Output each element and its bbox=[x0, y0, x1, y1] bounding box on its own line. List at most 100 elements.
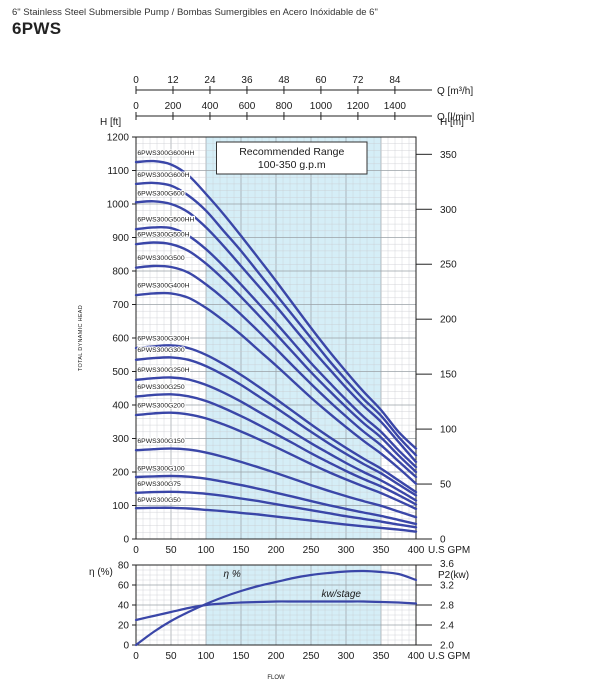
curve-6pws300g150 bbox=[134, 447, 418, 519]
y-tick-label: 1000 bbox=[107, 200, 130, 211]
y-tick-label: 200 bbox=[112, 468, 129, 479]
efficiency-x-tick-label: 350 bbox=[373, 651, 390, 662]
recommended-range-title: Recommended Range bbox=[239, 146, 344, 158]
flow-label: FLOW bbox=[267, 675, 285, 681]
efficiency-x-tick-label: 250 bbox=[303, 651, 320, 662]
curve-6pws300g500hh bbox=[134, 225, 418, 469]
y-tick-label: 500 bbox=[112, 367, 129, 378]
curve-label: 6PWS300G200 bbox=[137, 402, 184, 409]
x-tick-label: 150 bbox=[233, 545, 250, 556]
recommended-range-box bbox=[216, 141, 368, 175]
model-title: 6PWS bbox=[12, 19, 62, 38]
tick-label: 12 bbox=[167, 75, 179, 86]
recommended-range-value: 100-350 g.p.m bbox=[258, 159, 326, 171]
y-tick-label: 1200 bbox=[107, 133, 130, 144]
x-tick-label: 400 bbox=[408, 545, 425, 556]
tick-label: 1200 bbox=[347, 101, 370, 112]
curve-6pws300g500 bbox=[134, 264, 418, 479]
power-y-tick-label: 2.0 bbox=[440, 641, 454, 652]
efficiency-curve bbox=[134, 569, 418, 647]
efficiency-y-axis-label: η (%) bbox=[89, 567, 113, 578]
curve-label: 6PWS300G300H bbox=[137, 335, 189, 342]
efficiency-y-tick-label: 0 bbox=[123, 641, 129, 652]
y2-tick-label: 100 bbox=[440, 425, 457, 436]
tick-label: 400 bbox=[202, 101, 219, 112]
curve-label: 6PWS300G500HH bbox=[137, 216, 194, 223]
efficiency-x-tick-label: 100 bbox=[198, 651, 215, 662]
top-axis-lmin bbox=[135, 112, 432, 120]
efficiency-y-tick-label: 80 bbox=[118, 561, 130, 572]
power-y-tick-label: 3.2 bbox=[440, 581, 454, 592]
tick-label: 200 bbox=[165, 101, 182, 112]
y2-tick-label: 350 bbox=[440, 150, 457, 161]
y2-tick-label: 50 bbox=[440, 480, 452, 491]
curve-label: 6PWS300G400H bbox=[137, 282, 189, 289]
efficiency-x-tick-label: 300 bbox=[338, 651, 355, 662]
page-subtitle: 6" Stainless Steel Submersible Pump / Bo… bbox=[12, 7, 378, 18]
x-tick-label: 300 bbox=[338, 545, 355, 556]
power-y-axis-label: P2(kw) bbox=[438, 570, 469, 581]
y-tick-label: 100 bbox=[112, 501, 129, 512]
y-axis-label-ft: H [ft] bbox=[100, 117, 121, 128]
x-tick-label: 0 bbox=[133, 545, 139, 556]
top-axis-m3h bbox=[135, 86, 432, 94]
curve-label: 6PWS300G500 bbox=[137, 255, 184, 262]
curve-label: 6PWS300G100 bbox=[137, 465, 184, 472]
efficiency-grid bbox=[135, 564, 417, 646]
curve-6pws300g600 bbox=[134, 200, 418, 464]
tick-label: 0 bbox=[133, 101, 139, 112]
top-axis-m3h-label: Q [m³/h] bbox=[437, 86, 473, 97]
curve-6pws300g300 bbox=[134, 356, 418, 497]
power-y-tick-label: 3.6 bbox=[440, 559, 454, 570]
y-tick-label: 800 bbox=[112, 267, 129, 278]
y2-tick-label: 0 bbox=[440, 535, 446, 546]
efficiency-x-tick-label: 50 bbox=[165, 651, 177, 662]
y-tick-label: 1100 bbox=[107, 166, 129, 177]
curve-label: 6PWS300G500H bbox=[137, 232, 189, 239]
x-tick-label: 350 bbox=[373, 545, 390, 556]
y-tick-label: 0 bbox=[123, 535, 129, 546]
y-tick-label: 600 bbox=[112, 334, 129, 345]
curve-6pws300g300h bbox=[134, 344, 418, 494]
tick-label: 72 bbox=[352, 75, 364, 86]
curve-6pws300g600hh bbox=[134, 159, 418, 450]
efficiency-x-tick-label: 400 bbox=[408, 651, 425, 662]
efficiency-x-axis-label: U.S GPM bbox=[428, 651, 470, 662]
y2-tick-label: 200 bbox=[440, 315, 457, 326]
curve-6pws300g250h bbox=[134, 376, 418, 502]
tick-label: 84 bbox=[389, 75, 401, 86]
x-axis-label: U.S GPM bbox=[428, 545, 470, 556]
curve-label: 6PWS300G600HH bbox=[137, 150, 194, 157]
efficiency-x-tick-label: 0 bbox=[133, 651, 139, 662]
efficiency-x-tick-label: 150 bbox=[233, 651, 250, 662]
y2-tick-label: 250 bbox=[440, 260, 457, 271]
power-y-tick-label: 2.4 bbox=[440, 621, 454, 632]
curve-label: 6PWS300G75 bbox=[137, 481, 181, 488]
y-tick-label: 300 bbox=[112, 434, 129, 445]
y-tick-label: 700 bbox=[112, 300, 129, 311]
pump-curves bbox=[134, 159, 418, 533]
curve-label: 6PWS300G600 bbox=[137, 190, 184, 197]
y-axis-label-m: H [m] bbox=[440, 117, 464, 128]
curve-label: 6PWS300G600H bbox=[137, 172, 189, 179]
tick-label: 48 bbox=[278, 75, 290, 86]
tick-label: 1400 bbox=[384, 101, 407, 112]
efficiency-y-tick-label: 40 bbox=[118, 601, 130, 612]
curve-label: 6PWS300G300 bbox=[137, 347, 184, 354]
curve-6pws300g600h bbox=[134, 181, 418, 457]
curve-6pws300g75 bbox=[134, 490, 418, 529]
y2-tick-label: 150 bbox=[440, 370, 457, 381]
efficiency-x-tick-label: 200 bbox=[268, 651, 285, 662]
x-tick-label: 100 bbox=[198, 545, 215, 556]
x-tick-label: 250 bbox=[303, 545, 320, 556]
curve-6pws300g100 bbox=[134, 474, 418, 526]
tick-label: 36 bbox=[241, 75, 253, 86]
x-tick-label: 50 bbox=[165, 545, 177, 556]
tick-label: 0 bbox=[133, 75, 139, 86]
curve-label: 6PWS300G250H bbox=[137, 367, 189, 374]
efficiency-curves bbox=[134, 569, 418, 647]
power-y-tick-label: 2.8 bbox=[440, 601, 454, 612]
efficiency-y-tick-label: 20 bbox=[118, 621, 130, 632]
top-axis-lmin-label: Q [l/min] bbox=[437, 112, 474, 123]
